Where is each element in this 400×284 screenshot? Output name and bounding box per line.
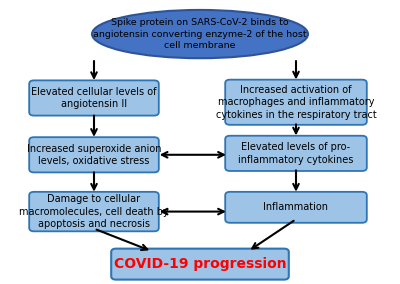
Text: Spike protein on SARS-CoV-2 binds to
angiotensin converting enzyme-2 of the host: Spike protein on SARS-CoV-2 binds to ang… <box>93 18 307 50</box>
Text: Damage to cellular
macromolecules, cell death by
apoptosis and necrosis: Damage to cellular macromolecules, cell … <box>19 194 169 229</box>
Text: Increased superoxide anion
levels, oxidative stress: Increased superoxide anion levels, oxida… <box>27 144 161 166</box>
Ellipse shape <box>92 10 308 58</box>
FancyBboxPatch shape <box>29 192 159 231</box>
FancyBboxPatch shape <box>225 80 367 125</box>
FancyBboxPatch shape <box>111 249 289 279</box>
Text: Elevated cellular levels of
angiotensin II: Elevated cellular levels of angiotensin … <box>31 87 157 109</box>
FancyBboxPatch shape <box>225 192 367 223</box>
FancyBboxPatch shape <box>225 136 367 171</box>
FancyBboxPatch shape <box>29 137 159 172</box>
Text: COVID-19 progression: COVID-19 progression <box>114 257 286 271</box>
Text: Elevated levels of pro-
inflammatory cytokines: Elevated levels of pro- inflammatory cyt… <box>238 142 354 164</box>
FancyBboxPatch shape <box>29 80 159 116</box>
Text: Inflammation: Inflammation <box>264 202 328 212</box>
Text: Increased activation of
macrophages and inflammatory
cytokines in the respirator: Increased activation of macrophages and … <box>216 85 376 120</box>
